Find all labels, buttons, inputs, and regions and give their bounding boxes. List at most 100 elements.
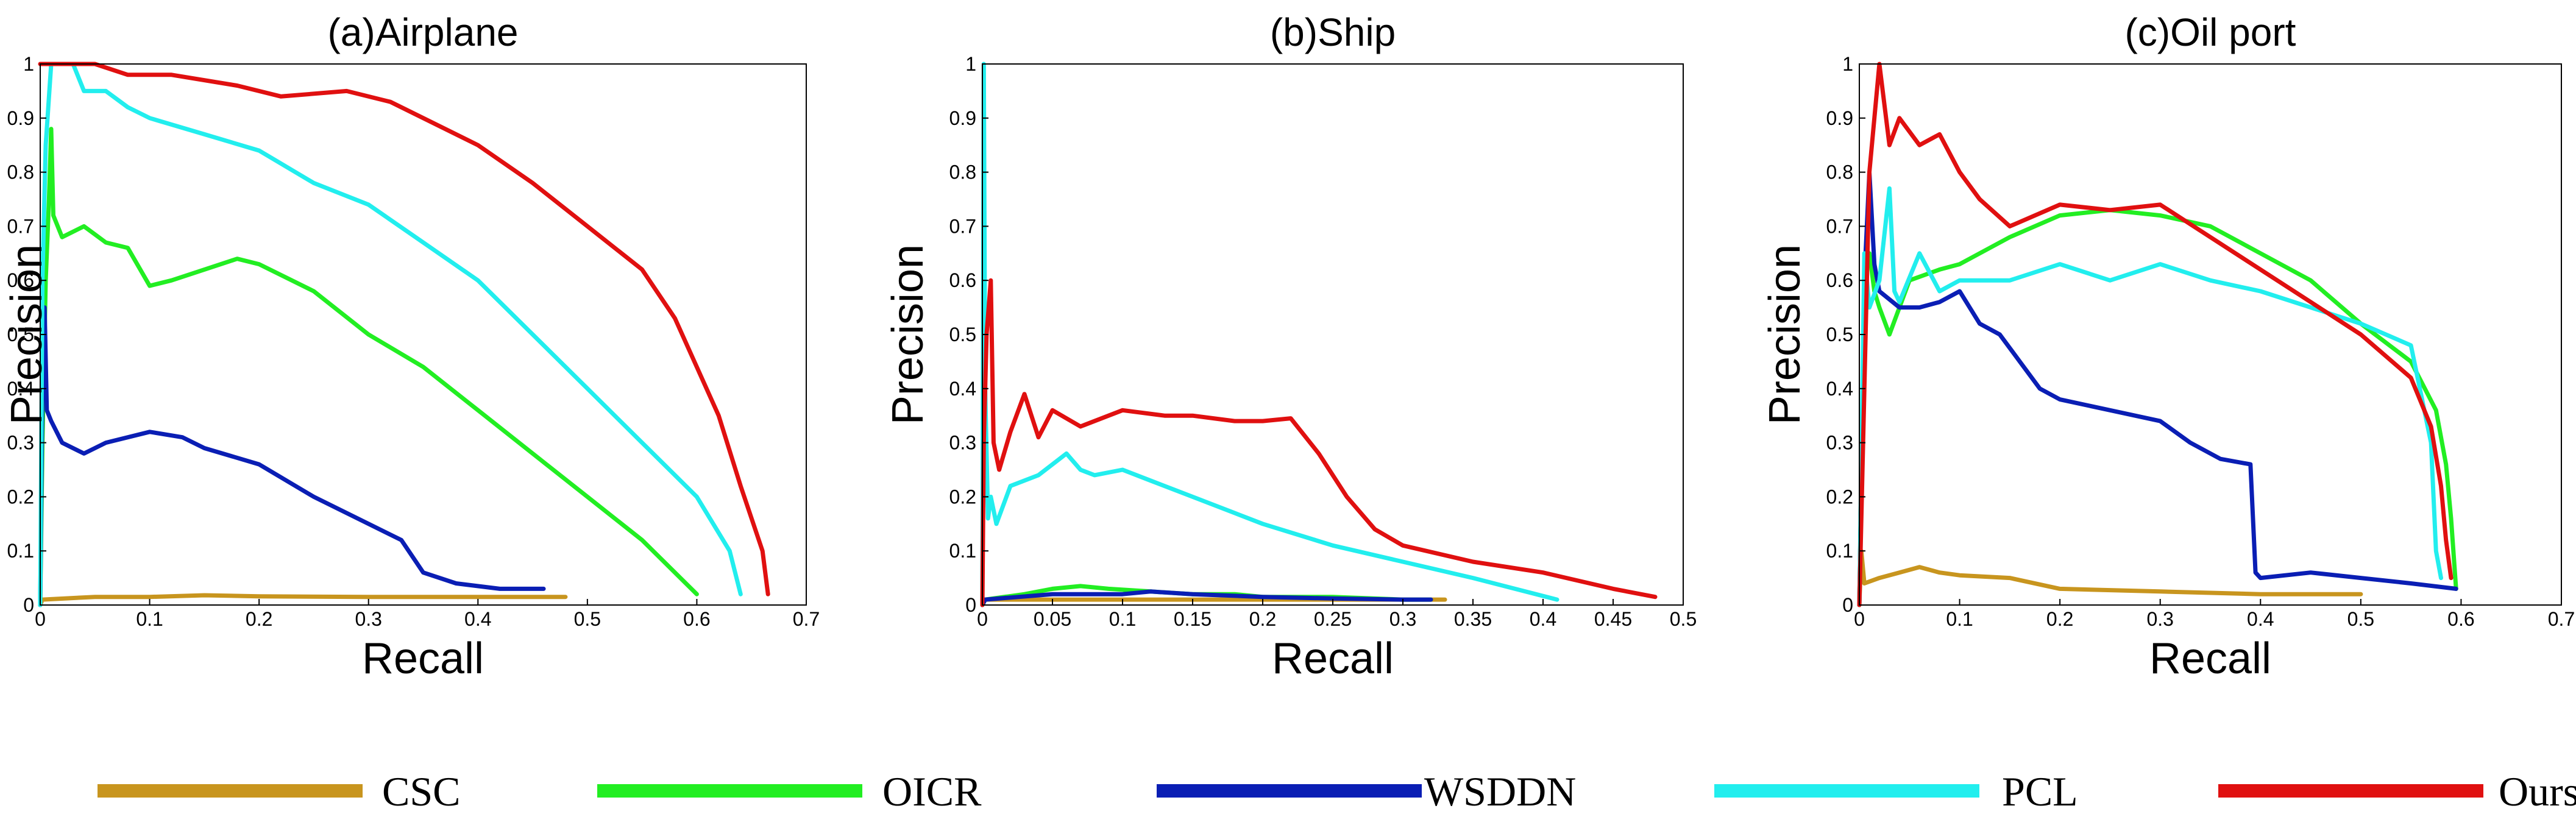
series-line-ours (1857, 62, 2454, 607)
y-tick-label: 0.2 (7, 486, 34, 508)
chart-title: (c)Oil port (2125, 10, 2296, 54)
y-tick-label: 0 (1842, 594, 1853, 616)
y-tick-label: 0.5 (7, 324, 34, 345)
y-tick-label: 0.9 (7, 107, 34, 129)
y-tick-label: 1 (965, 53, 976, 75)
x-tick-label: 0.45 (1594, 608, 1632, 630)
chart-title: (b)Ship (1270, 10, 1396, 54)
chart-ship: (b)Ship 0 0.05 0.1 0.15 0.2 0.25 0.3 0.35 0.4 0.4… (884, 10, 1697, 683)
y-tick-label: 0.6 (1826, 269, 1853, 291)
y-tick-label: 0.6 (949, 269, 976, 291)
series-layer (980, 62, 1658, 607)
legend-label-oicr: OICR (882, 768, 982, 814)
x-tick-label: 0.4 (464, 608, 491, 630)
y-tick-label: 0.3 (949, 432, 976, 454)
x-tick-label: 0.05 (1034, 608, 1071, 630)
ticks-layer: 0 0.1 0.2 0.3 0.4 0.5 0.6 0.7 0 0.1 0.2 0.3 0.4 0.5 0.… (1826, 53, 2575, 630)
x-tick-label: 0.1 (1109, 608, 1136, 630)
x-tick-label: 0.7 (793, 608, 820, 630)
y-tick-label: 0.1 (1826, 540, 1853, 562)
x-tick-label: 0.5 (2347, 608, 2374, 630)
plot-frame (1859, 63, 2562, 606)
y-tick-label: 0.8 (1826, 161, 1853, 183)
plot-frame (982, 63, 1684, 606)
x-tick-label: 0.35 (1454, 608, 1492, 630)
x-tick-label: 0.2 (1249, 608, 1276, 630)
y-tick-label: 0.1 (7, 540, 34, 562)
chart-airplane: (a)Airplane 0 0.1 0.2 0.3 0.4 0.5 0.6 0.7 0 0.1 0.… (2, 10, 820, 683)
series-layer (38, 62, 770, 607)
x-tick-label: 0.3 (1389, 608, 1416, 630)
x-tick-label: 0.2 (2046, 608, 2073, 630)
x-tick-label: 0.2 (246, 608, 272, 630)
y-tick-label: 0.1 (949, 540, 976, 562)
series-line-csc (1857, 548, 2363, 607)
series-line-oicr (1857, 208, 2458, 607)
y-tick-label: 0.3 (1826, 432, 1853, 454)
x-axis-label: Recall (2149, 634, 2271, 683)
x-tick-label: 0 (35, 608, 46, 630)
series-line-csc (38, 593, 568, 607)
y-tick-label: 0.3 (7, 432, 34, 454)
series-line-wsddn (38, 305, 546, 607)
y-tick-label: 0.7 (949, 215, 976, 237)
y-tick-label: 0.9 (949, 107, 976, 129)
y-axis-label: Precision (884, 244, 932, 425)
x-tick-label: 0.6 (683, 608, 710, 630)
legend-label-csc: CSC (382, 768, 461, 814)
y-tick-label: 0.4 (949, 378, 976, 400)
series-line-wsddn (1857, 170, 2458, 607)
plot-frame (40, 63, 807, 606)
x-tick-label: 0.4 (1530, 608, 1556, 630)
series-line-pcl (980, 62, 1559, 607)
y-tick-label: 0.7 (1826, 215, 1853, 237)
chart-title: (a)Airplane (327, 10, 518, 54)
x-axis-label: Recall (362, 634, 484, 683)
y-axis-label: Precision (1761, 244, 1809, 425)
y-tick-label: 0.4 (1826, 378, 1853, 400)
legend-label-pcl: PCL (2002, 768, 2078, 814)
ticks-layer: 0 0.05 0.1 0.15 0.2 0.25 0.3 0.35 0.4 0.45 0.5 0 0.1… (949, 53, 1697, 630)
y-tick-label: 0.8 (949, 161, 976, 183)
series-line-pcl (38, 62, 743, 607)
x-tick-label: 0.3 (355, 608, 381, 630)
x-tick-label: 0.1 (1946, 608, 1973, 630)
x-tick-label: 0.5 (1670, 608, 1697, 630)
y-tick-label: 0.4 (7, 378, 34, 400)
y-tick-label: 0.8 (7, 161, 34, 183)
x-tick-label: 0.5 (574, 608, 601, 630)
x-tick-label: 0.7 (2548, 608, 2575, 630)
y-axis-label: Precision (2, 244, 51, 425)
y-tick-label: 0.5 (949, 324, 976, 345)
series-line-ours (980, 278, 1658, 607)
x-tick-label: 0.4 (2247, 608, 2274, 630)
y-tick-label: 0.2 (949, 486, 976, 508)
y-tick-label: 0.7 (7, 215, 34, 237)
chart-oil-port: (c)Oil port 0 0.1 0.2 0.3 0.4 0.5 0.6 0.7 0 0.1 0.… (1761, 10, 2575, 683)
legend-label-ours: Ours (2499, 768, 2576, 814)
x-tick-label: 0.3 (2146, 608, 2173, 630)
x-tick-label: 0.1 (136, 608, 163, 630)
legend-label-wsddn: WSDDN (1424, 768, 1576, 814)
y-tick-label: 0.6 (7, 269, 34, 291)
series-line-oicr (38, 127, 699, 607)
y-tick-label: 0 (23, 594, 34, 616)
y-tick-label: 1 (1842, 53, 1853, 75)
x-tick-label: 0.25 (1314, 608, 1352, 630)
legend: CSC OICR WSDDN PCL Ours (98, 768, 2576, 814)
x-tick-label: 0 (1854, 608, 1865, 630)
y-tick-label: 1 (23, 53, 34, 75)
x-tick-label: 0.15 (1174, 608, 1212, 630)
x-axis-label: Recall (1272, 634, 1394, 683)
y-tick-label: 0 (965, 594, 976, 616)
series-line-pcl (1857, 186, 2443, 607)
y-tick-label: 0.2 (1826, 486, 1853, 508)
ticks-layer: 0 0.1 0.2 0.3 0.4 0.5 0.6 0.7 0 0.1 0.2 0.3 0.4 0.5 0.… (7, 53, 820, 630)
series-line-wsddn (980, 589, 1433, 607)
series-line-ours (38, 62, 770, 596)
y-tick-label: 0.9 (1826, 107, 1853, 129)
x-tick-label: 0.6 (2447, 608, 2474, 630)
y-tick-label: 0.5 (1826, 324, 1853, 345)
series-layer (1857, 62, 2458, 607)
